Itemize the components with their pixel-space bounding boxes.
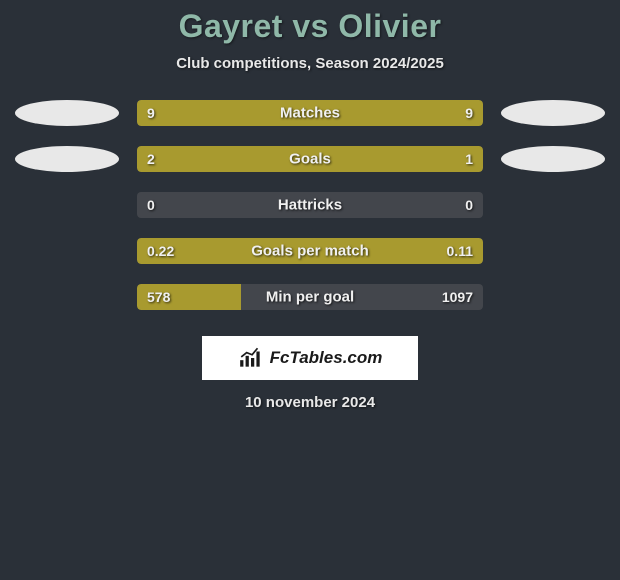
comparison-widget: Gayret vs Olivier Club competitions, Sea…	[0, 0, 620, 411]
left-player-marker	[15, 100, 119, 126]
subtitle: Club competitions, Season 2024/2025	[0, 55, 620, 72]
stat-row: 578 1097 Min per goal	[0, 284, 620, 310]
bar-label: Min per goal	[266, 289, 354, 306]
bar-left-value: 578	[147, 289, 170, 305]
right-player-marker	[501, 192, 605, 218]
date-label: 10 november 2024	[0, 394, 620, 411]
stat-bar: 0.22 0.11 Goals per match	[137, 238, 483, 264]
bar-right-value: 0	[465, 197, 473, 213]
right-player-marker	[501, 146, 605, 172]
bar-right-value: 9	[465, 105, 473, 121]
bar-left-value: 2	[147, 151, 155, 167]
branding-badge[interactable]: FcTables.com	[202, 336, 418, 380]
stat-bar: 9 9 Matches	[137, 100, 483, 126]
stat-row: 0 0 Hattricks	[0, 192, 620, 218]
bar-label: Matches	[280, 105, 340, 122]
bar-right-value: 1	[465, 151, 473, 167]
bars-container: 9 9 Matches 2 1 Goals 0 0 Hattricks 0.22 0.11 Goals…	[0, 100, 620, 310]
right-player-marker	[501, 100, 605, 126]
bar-label: Hattricks	[278, 197, 342, 214]
bar-right-value: 0.11	[447, 243, 473, 259]
stat-row: 2 1 Goals	[0, 146, 620, 172]
bar-left-value: 9	[147, 105, 155, 121]
stat-bar: 2 1 Goals	[137, 146, 483, 172]
stat-row: 9 9 Matches	[0, 100, 620, 126]
stat-bar: 578 1097 Min per goal	[137, 284, 483, 310]
left-player-marker	[15, 238, 119, 264]
branding-text: FcTables.com	[270, 348, 383, 368]
bar-label: Goals	[289, 151, 331, 168]
bar-label: Goals per match	[251, 243, 369, 260]
bar-left-value: 0.22	[147, 243, 174, 259]
bar-left-fill	[137, 146, 368, 172]
right-player-marker	[501, 238, 605, 264]
right-player-marker	[501, 284, 605, 310]
stat-row: 0.22 0.11 Goals per match	[0, 238, 620, 264]
left-player-marker	[15, 192, 119, 218]
chart-icon	[238, 347, 264, 369]
left-player-marker	[15, 146, 119, 172]
bar-right-value: 1097	[442, 289, 473, 305]
left-player-marker	[15, 284, 119, 310]
page-title: Gayret vs Olivier	[0, 8, 620, 45]
bar-left-value: 0	[147, 197, 155, 213]
stat-bar: 0 0 Hattricks	[137, 192, 483, 218]
